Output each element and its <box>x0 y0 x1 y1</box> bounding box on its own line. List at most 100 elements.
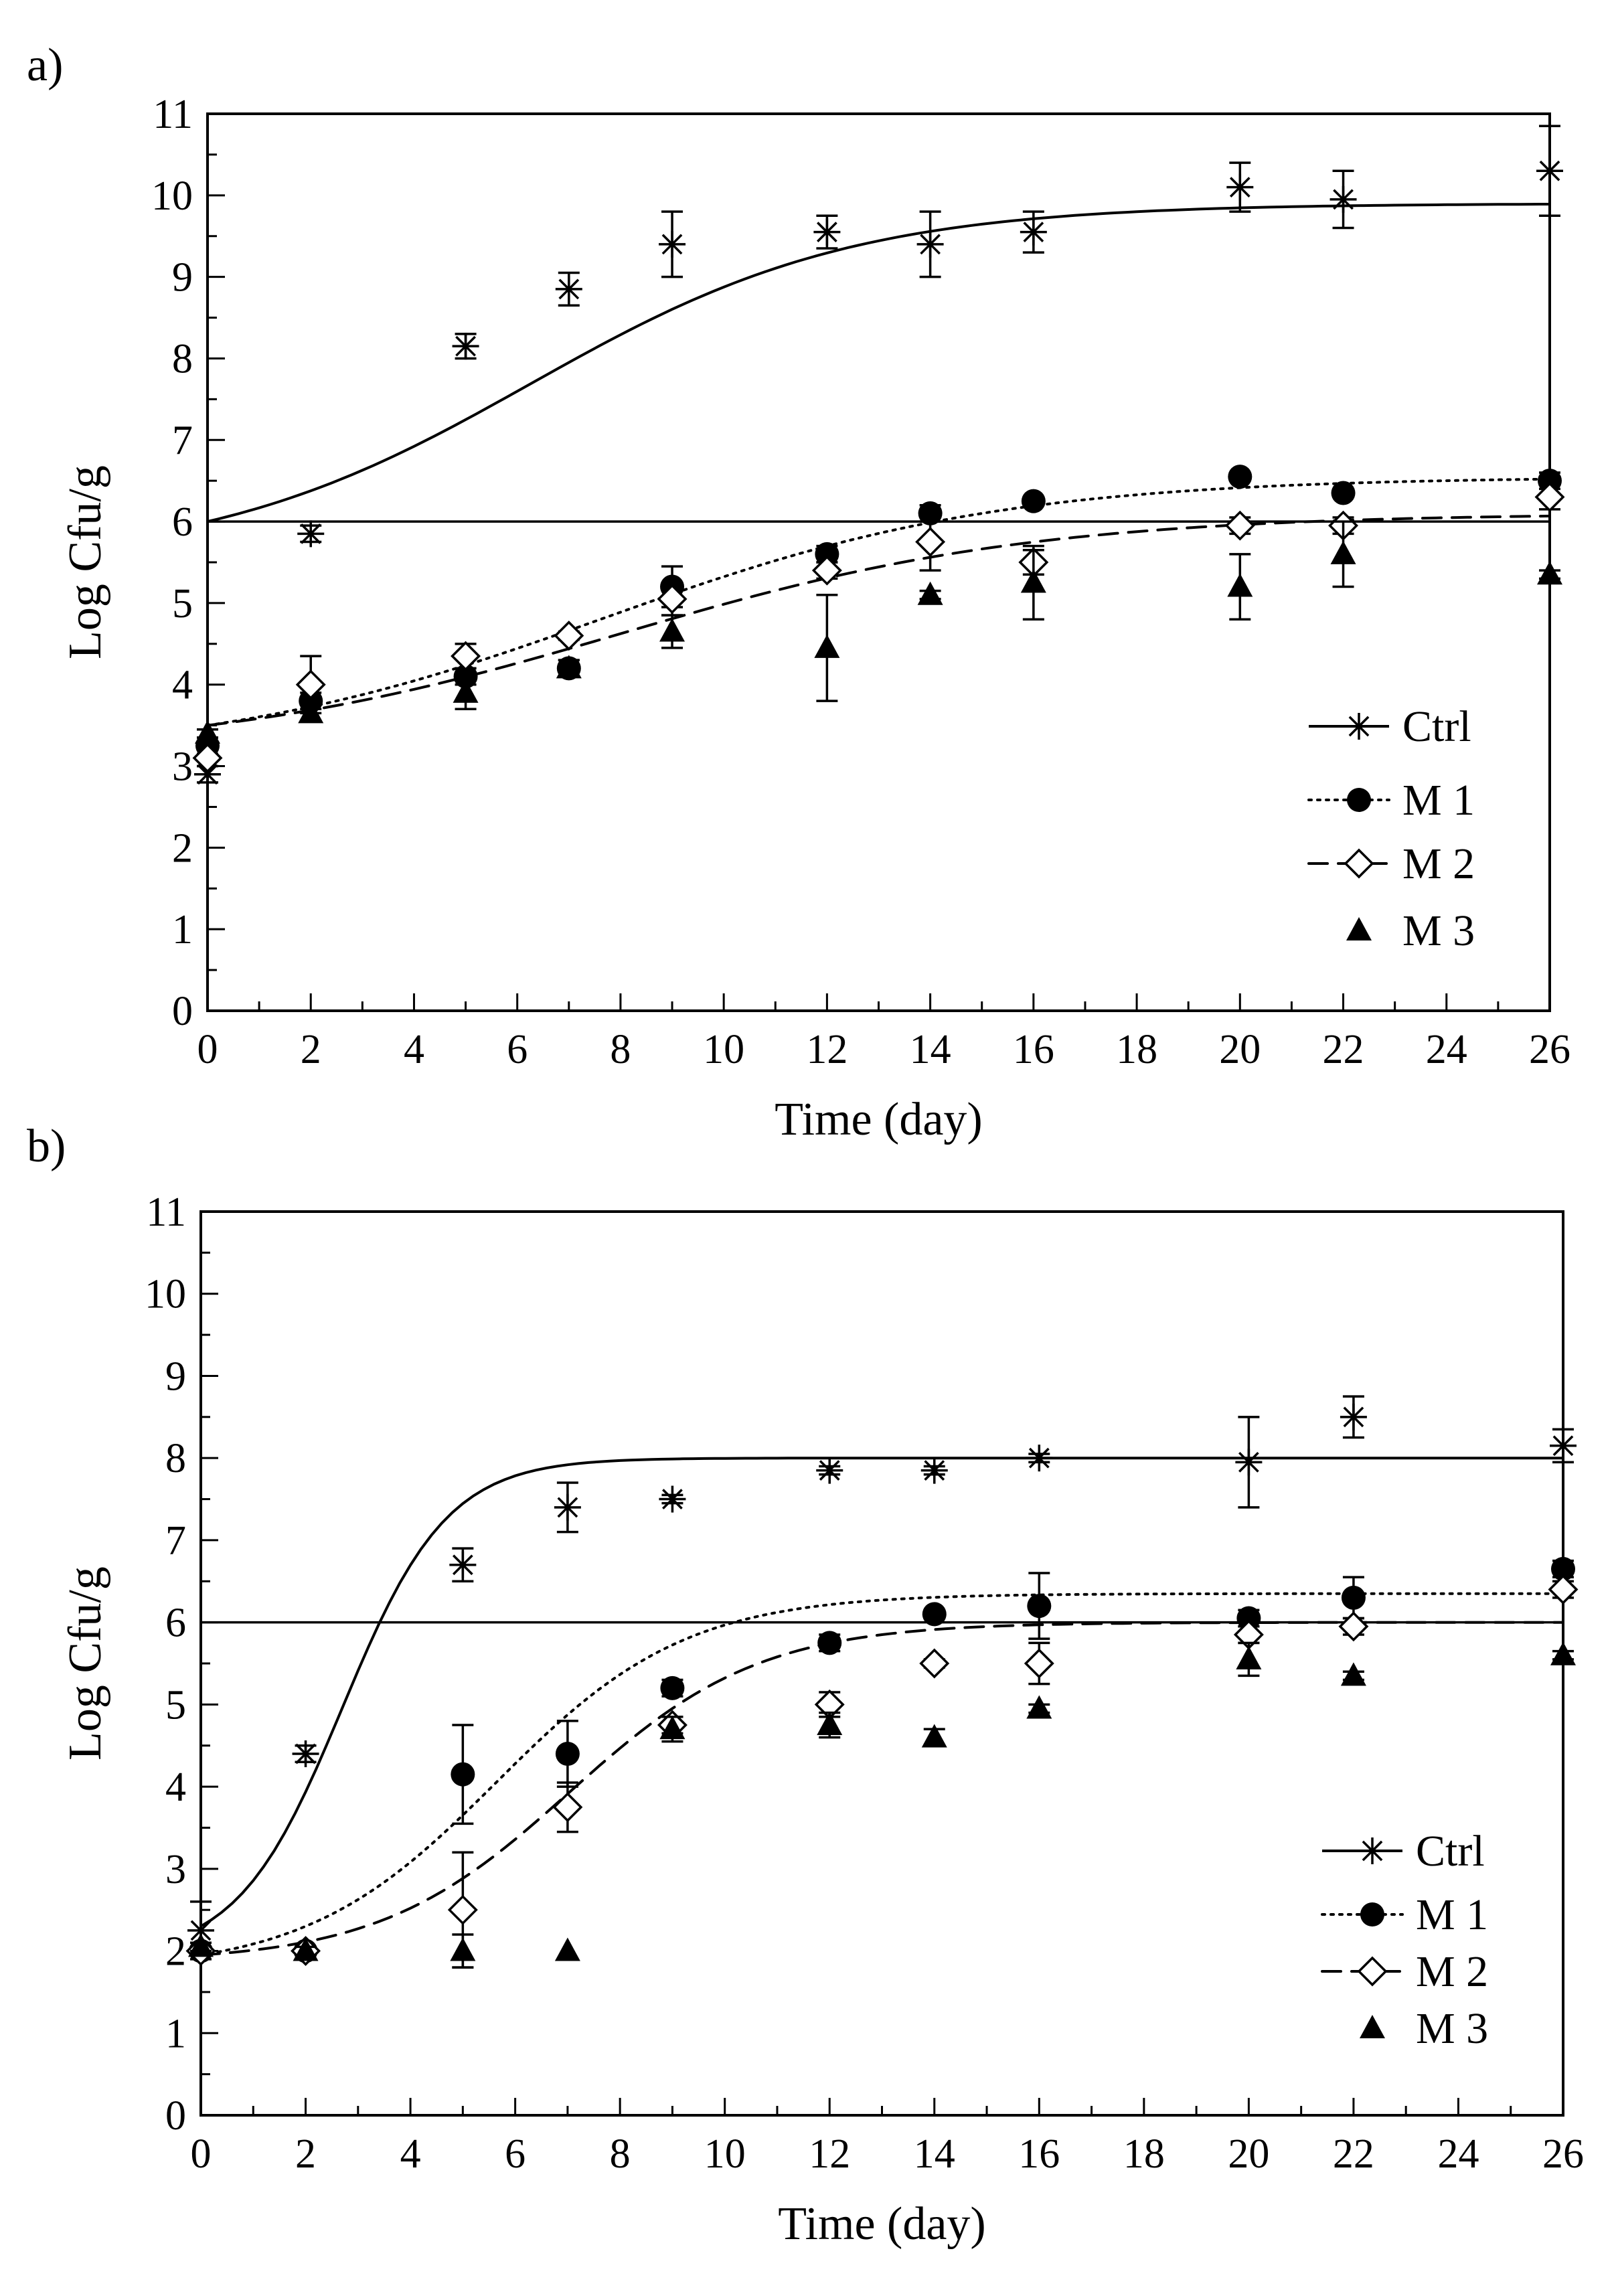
x-tick-label: 26 <box>1529 1027 1570 1072</box>
y-axis-title: Log Cfu/g <box>60 1566 111 1760</box>
x-tick-label: 18 <box>1123 2131 1165 2177</box>
x-axis-title: Time (day) <box>778 2198 985 2250</box>
y-tick-label: 6 <box>172 499 193 545</box>
data-point <box>1226 173 1254 201</box>
legend-label: M 3 <box>1416 2004 1488 2053</box>
y-tick-label: 1 <box>165 2011 186 2056</box>
fit-curve <box>206 514 1551 727</box>
data-point <box>813 218 841 246</box>
data-point <box>298 700 324 724</box>
data-point <box>449 1551 477 1578</box>
data-point <box>916 230 944 258</box>
data-point <box>811 555 842 586</box>
x-axis: 0 2 4 6 8 10 12 14 16 18 20 22 24 26 <box>197 993 1570 1072</box>
chart-panel-b: b)0 2 4 6 8 10 12 14 16 18 20 22 24 2601234567891011T… <box>27 1121 1584 2250</box>
legend-item-ctrl: Ctrl <box>1309 702 1471 751</box>
data-point <box>555 275 582 303</box>
legend-item-m3: M 3 <box>1360 2004 1488 2053</box>
data-point <box>1027 1594 1052 1619</box>
plot-frame <box>199 1210 1564 2117</box>
data-point <box>1020 569 1046 593</box>
x-tick-label: 20 <box>1228 2131 1269 2177</box>
data-point <box>1228 465 1253 489</box>
series-m3 <box>195 520 1562 744</box>
data-point <box>1534 482 1565 513</box>
x-tick-label: 16 <box>1018 2131 1060 2177</box>
legend-marker <box>1347 788 1371 812</box>
legend-item-m3: M 3 <box>1346 906 1475 955</box>
data-point <box>1341 1585 1366 1610</box>
data-point <box>660 1675 685 1700</box>
y-axis: 0 1 2 3 4 5 6 7 8 9 10 11 <box>145 1190 218 2139</box>
legend-label: M 2 <box>1416 1947 1488 1996</box>
x-tick-label: 8 <box>610 2131 631 2177</box>
legend-label: M 1 <box>1416 1890 1488 1939</box>
y-tick-label: 8 <box>172 336 193 382</box>
x-tick-label: 14 <box>910 1027 951 1072</box>
legend-label: M 1 <box>1402 776 1475 825</box>
legend-label: M 2 <box>1402 839 1475 888</box>
y-axis: 0 1 2 3 4 5 6 7 8 9 10 11 <box>151 92 225 1034</box>
data-point <box>1021 489 1046 513</box>
legend-item-m1: M 1 <box>1321 1890 1488 1939</box>
data-point <box>554 1493 581 1521</box>
x-tick-label: 18 <box>1116 1027 1157 1072</box>
x-tick-label: 6 <box>505 2131 526 2177</box>
y-tick-label: 0 <box>165 2093 186 2139</box>
data-point <box>1026 1445 1053 1472</box>
x-tick-label: 24 <box>1437 2131 1479 2177</box>
x-tick-label: 12 <box>809 2131 850 2177</box>
data-point <box>1026 1695 1052 1719</box>
x-tick-label: 14 <box>914 2131 955 2177</box>
legend-item-m1: M 1 <box>1307 776 1475 825</box>
data-point <box>1224 510 1255 541</box>
x-tick-label: 4 <box>400 2131 421 2177</box>
legend-item-m2: M 2 <box>1307 839 1475 888</box>
x-tick-label: 20 <box>1219 1027 1261 1072</box>
data-point <box>556 655 582 679</box>
legend-marker <box>1360 2015 1385 2038</box>
data-point <box>554 621 584 651</box>
legend-label: Ctrl <box>1416 1827 1485 1876</box>
data-point <box>1020 218 1047 246</box>
y-tick-label: 4 <box>172 663 193 708</box>
x-tick-label: 0 <box>197 1027 218 1072</box>
fit-curve <box>207 203 1550 523</box>
data-point <box>1340 1403 1367 1430</box>
data-point <box>1550 1641 1576 1665</box>
x-tick-label: 26 <box>1542 2131 1584 2177</box>
data-point <box>1550 1432 1577 1459</box>
panel-label: a) <box>27 39 63 91</box>
x-tick-label: 2 <box>301 1027 321 1072</box>
data-point <box>1548 1574 1579 1605</box>
data-point <box>451 1762 475 1787</box>
x-axis-title: Time (day) <box>775 1094 982 1145</box>
fit-curve <box>199 1621 1564 1957</box>
series-ctrl <box>187 1395 1577 1961</box>
y-axis-title: Log Cfu/g <box>60 465 111 659</box>
data-point <box>450 1937 476 1961</box>
legend-label: M 3 <box>1402 906 1475 955</box>
data-point <box>659 618 685 642</box>
data-point <box>1024 1648 1054 1679</box>
data-point <box>657 584 688 614</box>
y-tick-label: 2 <box>165 1929 186 1975</box>
y-tick-label: 4 <box>165 1765 186 1810</box>
y-tick-label: 10 <box>145 1272 186 1317</box>
y-tick-label: 11 <box>146 1190 186 1235</box>
data-point <box>1536 157 1563 185</box>
data-point <box>555 1742 580 1766</box>
panel-label: b) <box>27 1121 66 1172</box>
data-point <box>919 1648 950 1679</box>
x-tick-label: 22 <box>1333 2131 1374 2177</box>
x-tick-label: 2 <box>295 2131 316 2177</box>
y-tick-label: 3 <box>165 1847 186 1892</box>
data-point <box>1330 540 1356 564</box>
x-tick-label: 10 <box>704 2131 746 2177</box>
x-tick-label: 22 <box>1323 1027 1364 1072</box>
fit-curve <box>199 1457 1563 1928</box>
legend-marker <box>1359 1837 1386 1864</box>
x-tick-label: 0 <box>191 2131 212 2177</box>
data-point <box>552 1792 583 1823</box>
